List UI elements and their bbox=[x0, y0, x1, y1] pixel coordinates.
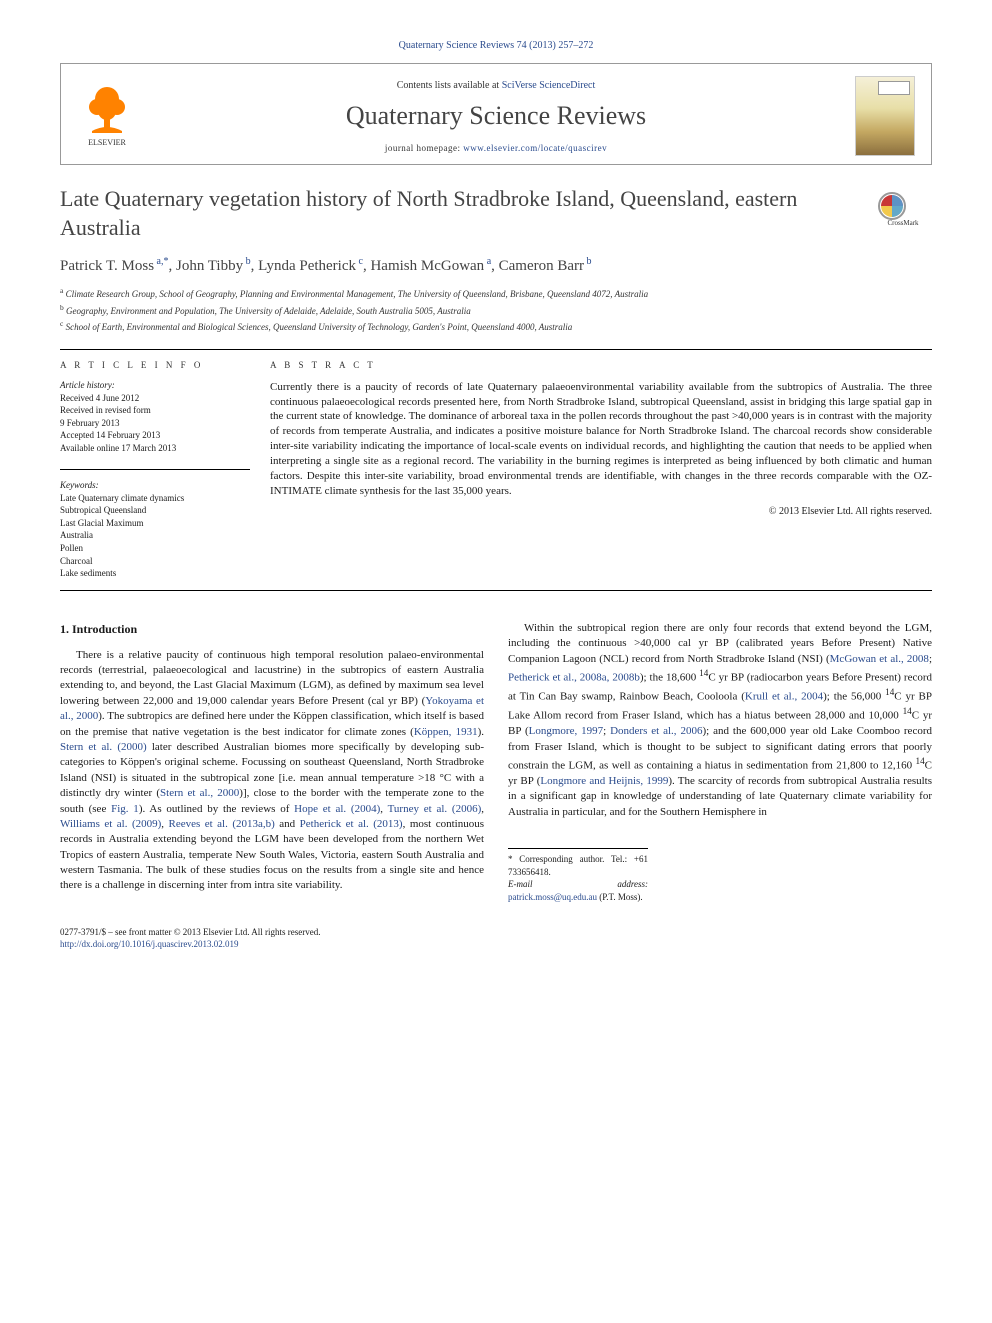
citation-link[interactable]: Hope et al. (2004) bbox=[294, 803, 380, 815]
history-item: 9 February 2013 bbox=[60, 417, 250, 430]
citation-link[interactable]: Stern et al. (2000) bbox=[60, 741, 147, 753]
keyword: Subtropical Queensland bbox=[60, 504, 250, 517]
divider bbox=[60, 469, 250, 470]
homepage-prefix: journal homepage: bbox=[385, 143, 463, 153]
affiliation-c: School of Earth, Environmental and Biolo… bbox=[66, 322, 573, 332]
citation-link[interactable]: Köppen, 1931 bbox=[414, 726, 478, 738]
citation-link[interactable]: Donders et al., 2006 bbox=[610, 725, 702, 737]
divider bbox=[60, 349, 932, 350]
corr-email-link[interactable]: patrick.moss@uq.edu.au bbox=[508, 892, 597, 902]
author: Hamish McGowan bbox=[370, 258, 484, 274]
sciencedirect-link[interactable]: SciVerse ScienceDirect bbox=[502, 80, 596, 91]
author-aff-marker: b bbox=[243, 256, 251, 267]
keyword: Lake sediments bbox=[60, 567, 250, 580]
corresponding-author-footnote: * Corresponding author. Tel.: +61 733656… bbox=[508, 848, 648, 903]
citation-link[interactable]: Petherick et al. (2013) bbox=[300, 818, 403, 830]
author: Cameron Barr bbox=[499, 258, 584, 274]
affiliation-a: Climate Research Group, School of Geogra… bbox=[66, 289, 649, 299]
body-columns: 1. Introduction There is a relative pauc… bbox=[60, 621, 932, 904]
authors-line: Patrick T. Moss a,*, John Tibby b, Lynda… bbox=[60, 256, 932, 275]
page-footer: 0277-3791/$ – see front matter © 2013 El… bbox=[60, 926, 932, 951]
keywords-label: Keywords: bbox=[60, 480, 250, 490]
affiliations: a Climate Research Group, School of Geog… bbox=[60, 285, 932, 335]
author: Patrick T. Moss bbox=[60, 258, 154, 274]
issn-line: 0277-3791/$ – see front matter © 2013 El… bbox=[60, 926, 932, 939]
history-item: Received in revised form bbox=[60, 404, 250, 417]
author: John Tibby bbox=[176, 258, 243, 274]
history-item: Received 4 June 2012 bbox=[60, 392, 250, 405]
body-paragraph: Within the subtropical region there are … bbox=[508, 621, 932, 820]
keyword: Charcoal bbox=[60, 555, 250, 568]
citation-link[interactable]: Krull et al., 2004 bbox=[745, 691, 823, 703]
abstract-label: A B S T R A C T bbox=[270, 360, 932, 370]
elsevier-label: ELSEVIER bbox=[88, 138, 126, 147]
journal-cover-thumbnail bbox=[855, 76, 915, 156]
homepage-link[interactable]: www.elsevier.com/locate/quascirev bbox=[463, 143, 607, 153]
journal-name: Quaternary Science Reviews bbox=[153, 101, 839, 131]
history-label: Article history: bbox=[60, 380, 250, 390]
journal-header-box: ELSEVIER Contents lists available at Sci… bbox=[60, 63, 932, 165]
keyword: Last Glacial Maximum bbox=[60, 517, 250, 530]
article-info-label: A R T I C L E I N F O bbox=[60, 360, 250, 370]
abstract-block: A B S T R A C T Currently there is a pau… bbox=[270, 360, 932, 580]
top-citation: Quaternary Science Reviews 74 (2013) 257… bbox=[60, 40, 932, 51]
abstract-copyright: © 2013 Elsevier Ltd. All rights reserved… bbox=[270, 506, 932, 517]
keyword: Late Quaternary climate dynamics bbox=[60, 492, 250, 505]
doi-link[interactable]: http://dx.doi.org/10.1016/j.quascirev.20… bbox=[60, 939, 239, 949]
divider bbox=[60, 590, 932, 591]
email-label: E-mail address: bbox=[508, 879, 648, 889]
keyword: Pollen bbox=[60, 542, 250, 555]
corr-tel: * Corresponding author. Tel.: +61 733656… bbox=[508, 853, 648, 878]
contents-prefix: Contents lists available at bbox=[397, 80, 502, 91]
author-aff-marker: b bbox=[584, 256, 592, 267]
citation-link[interactable]: Longmore and Heijnis, 1999 bbox=[540, 775, 668, 787]
email-who: (P.T. Moss). bbox=[597, 892, 643, 902]
crossmark-badge[interactable]: CrossMark bbox=[874, 191, 932, 233]
keyword: Australia bbox=[60, 529, 250, 542]
body-paragraph: There is a relative paucity of continuou… bbox=[60, 648, 484, 894]
author-corr-marker: * bbox=[163, 256, 168, 267]
section-heading: 1. Introduction bbox=[60, 621, 484, 638]
abstract-text: Currently there is a paucity of records … bbox=[270, 380, 932, 499]
citation-link[interactable]: Petherick et al., 2008a, 2008b bbox=[508, 672, 640, 684]
citation-link[interactable]: Reeves et al. (2013a,b) bbox=[169, 818, 275, 830]
affiliation-b: Geography, Environment and Population, T… bbox=[66, 306, 471, 316]
author: Lynda Petherick bbox=[258, 258, 356, 274]
homepage-line: journal homepage: www.elsevier.com/locat… bbox=[153, 143, 839, 153]
citation-link[interactable]: Longmore, 1997 bbox=[529, 725, 603, 737]
history-item: Available online 17 March 2013 bbox=[60, 442, 250, 455]
history-item: Accepted 14 February 2013 bbox=[60, 429, 250, 442]
svg-text:CrossMark: CrossMark bbox=[887, 219, 919, 227]
article-title: Late Quaternary vegetation history of No… bbox=[60, 185, 932, 242]
contents-line: Contents lists available at SciVerse Sci… bbox=[153, 80, 839, 91]
article-info-block: A R T I C L E I N F O Article history: R… bbox=[60, 360, 270, 580]
author-aff-marker: a bbox=[484, 256, 491, 267]
citation-link[interactable]: McGowan et al., 2008 bbox=[830, 653, 929, 665]
citation-link[interactable]: Williams et al. (2009) bbox=[60, 818, 161, 830]
elsevier-logo: ELSEVIER bbox=[77, 79, 153, 153]
figure-link[interactable]: Fig. 1 bbox=[111, 803, 139, 815]
citation-link[interactable]: Turney et al. (2006) bbox=[388, 803, 482, 815]
keywords-list: Late Quaternary climate dynamics Subtrop… bbox=[60, 492, 250, 580]
history-dates: Received 4 June 2012 Received in revised… bbox=[60, 392, 250, 455]
citation-link[interactable]: Stern et al., 2000 bbox=[160, 787, 239, 799]
author-aff-marker: c bbox=[356, 256, 363, 267]
